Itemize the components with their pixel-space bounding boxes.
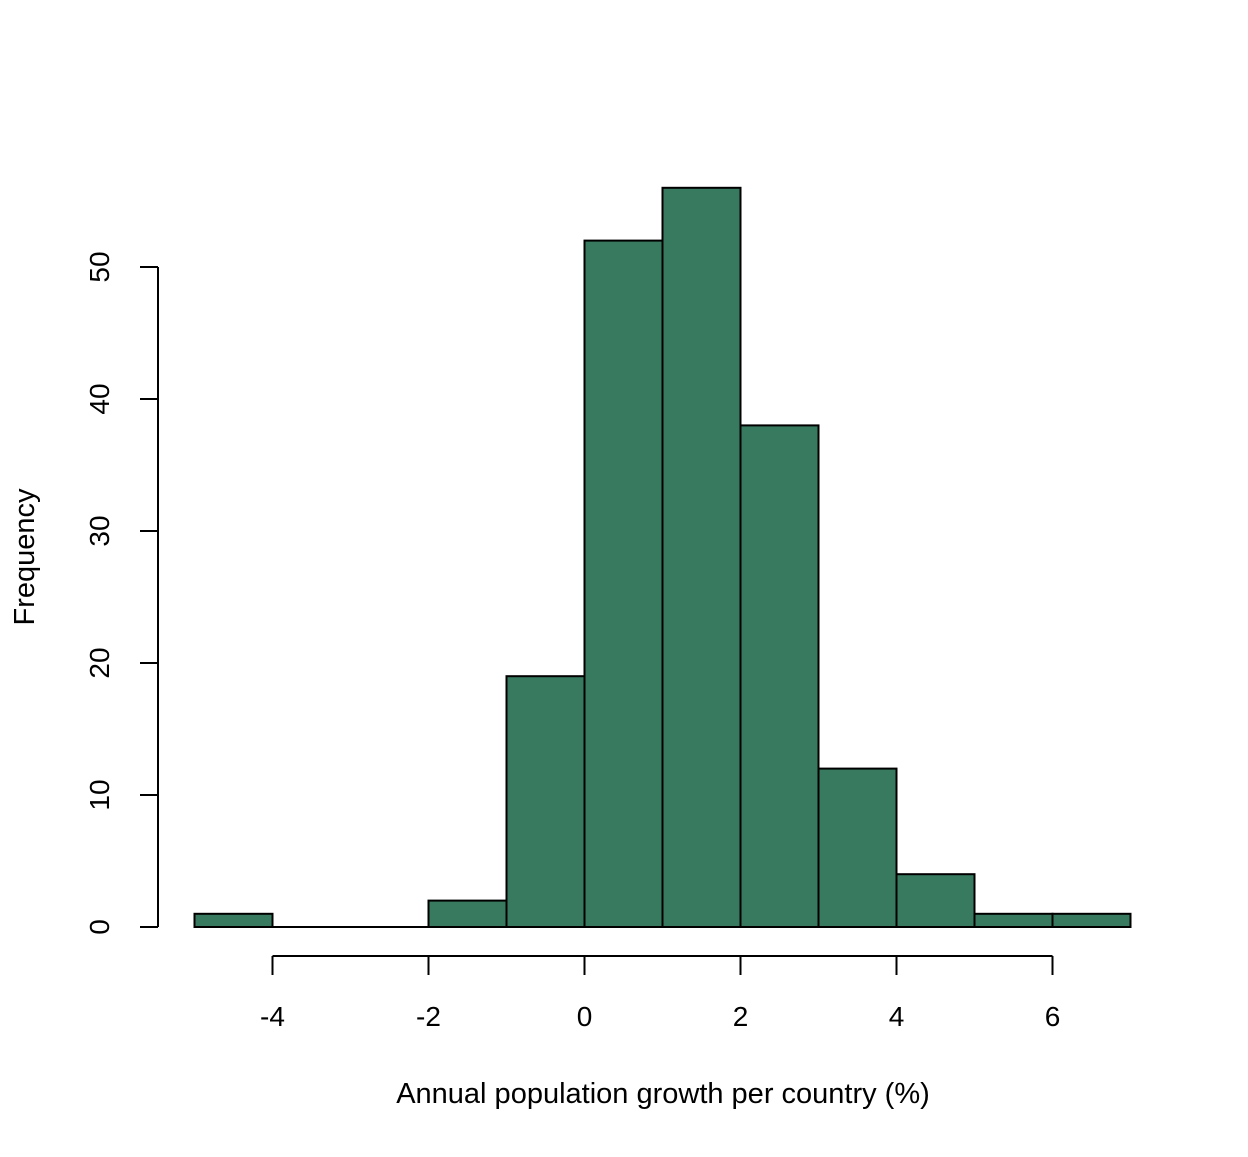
x-tick-label: -2 [416, 1001, 441, 1032]
histogram-bar [817, 767, 898, 928]
histogram-bar [505, 675, 586, 929]
y-tick-label: 40 [84, 383, 115, 414]
y-tick-label: 50 [84, 251, 115, 282]
histogram-bar [661, 186, 742, 929]
x-tick-label: 0 [577, 1001, 593, 1032]
histogram-bar [739, 424, 820, 928]
y-axis-title: Frequency [9, 488, 41, 626]
histogram-bar [1051, 912, 1132, 928]
x-tick-label: 4 [889, 1001, 905, 1032]
x-axis-title: Annual population growth per country (%) [396, 1078, 930, 1110]
y-tick-label: 10 [84, 779, 115, 810]
x-tick-label: 2 [733, 1001, 749, 1032]
histogram-bar [193, 912, 274, 928]
histogram-bar [895, 873, 976, 929]
x-tick-label: -4 [260, 1001, 285, 1032]
y-tick-label: 30 [84, 515, 115, 546]
histogram-bar [973, 912, 1054, 928]
y-tick-label: 0 [84, 919, 115, 935]
y-axis: 0 10 20 30 40 50 [84, 251, 159, 935]
y-tick-label: 20 [84, 647, 115, 678]
histogram-bar [427, 899, 508, 928]
x-axis: -4 -2 0 2 4 6 [260, 955, 1061, 1032]
bars-layer [193, 186, 1132, 929]
x-tick-label: 6 [1045, 1001, 1061, 1032]
histogram-bar [583, 239, 664, 929]
